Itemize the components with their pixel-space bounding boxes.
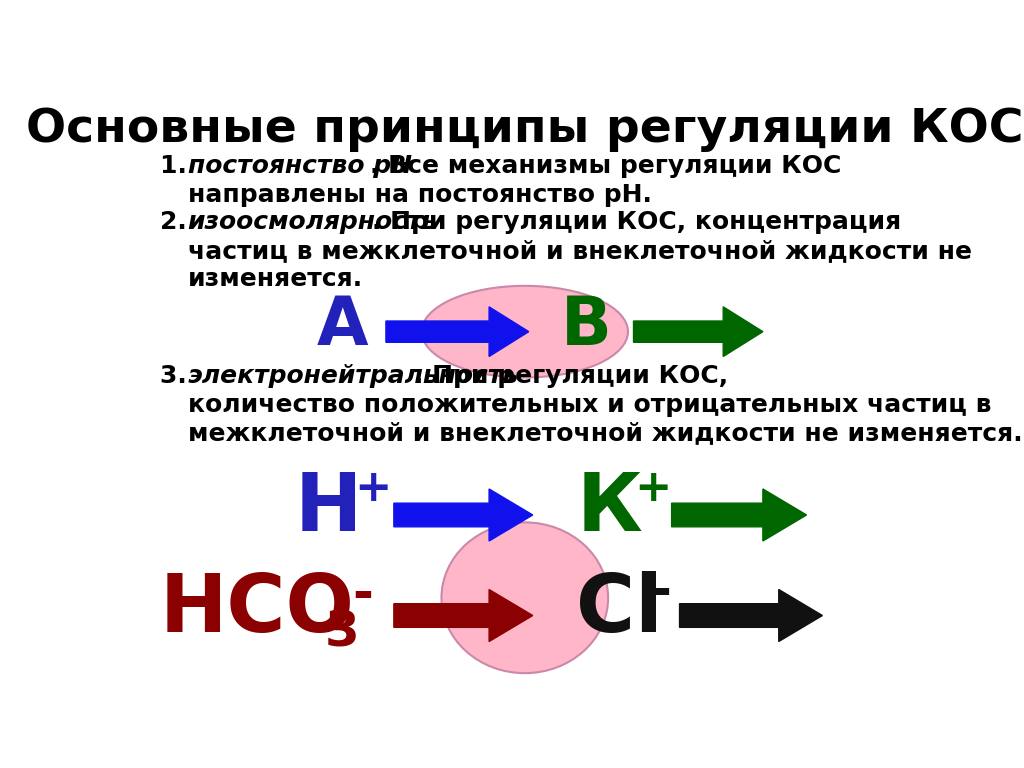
Text: HCO: HCO — [160, 571, 354, 649]
Ellipse shape — [422, 286, 628, 378]
Text: направлены на постоянство pH.: направлены на постоянство pH. — [187, 183, 651, 207]
Text: А: А — [316, 293, 368, 359]
Polygon shape — [394, 489, 532, 541]
Text: количество положительных и отрицательных частиц в: количество положительных и отрицательных… — [187, 392, 991, 416]
Text: изменяется.: изменяется. — [187, 267, 362, 291]
Polygon shape — [634, 307, 763, 356]
Text: межклеточной и внеклеточной жидкости не изменяется.: межклеточной и внеклеточной жидкости не … — [187, 421, 1022, 445]
Text: +: + — [634, 467, 672, 510]
Text: Cl: Cl — [577, 571, 664, 649]
Text: -: - — [352, 571, 374, 619]
Text: +: + — [354, 467, 391, 510]
Text: . При регуляции КОС,: . При регуляции КОС, — [414, 364, 728, 388]
Text: 1.: 1. — [160, 154, 196, 178]
Text: . Все механизмы регуляции КОС: . Все механизмы регуляции КОС — [370, 154, 842, 178]
Text: К: К — [577, 470, 642, 548]
Text: H: H — [295, 470, 362, 548]
Text: 3: 3 — [325, 608, 359, 656]
Text: -: - — [650, 568, 671, 616]
Text: электронейтральность: электронейтральность — [187, 364, 518, 388]
Polygon shape — [680, 590, 822, 641]
Polygon shape — [386, 307, 528, 356]
Ellipse shape — [441, 522, 608, 674]
Text: изоосмолярность: изоосмолярность — [187, 210, 438, 234]
Polygon shape — [394, 590, 532, 641]
Text: Основные принципы регуляции КОС: Основные принципы регуляции КОС — [26, 107, 1024, 152]
Text: частиц в межклеточной и внеклеточной жидкости не: частиц в межклеточной и внеклеточной жид… — [187, 239, 972, 263]
Text: постоянство pH: постоянство pH — [187, 154, 412, 178]
Text: В: В — [560, 293, 611, 359]
Text: 3.: 3. — [160, 364, 196, 388]
Text: 2.: 2. — [160, 210, 196, 234]
Text: . При регуляции КОС, концентрация: . При регуляции КОС, концентрация — [372, 210, 901, 234]
Polygon shape — [672, 489, 807, 541]
